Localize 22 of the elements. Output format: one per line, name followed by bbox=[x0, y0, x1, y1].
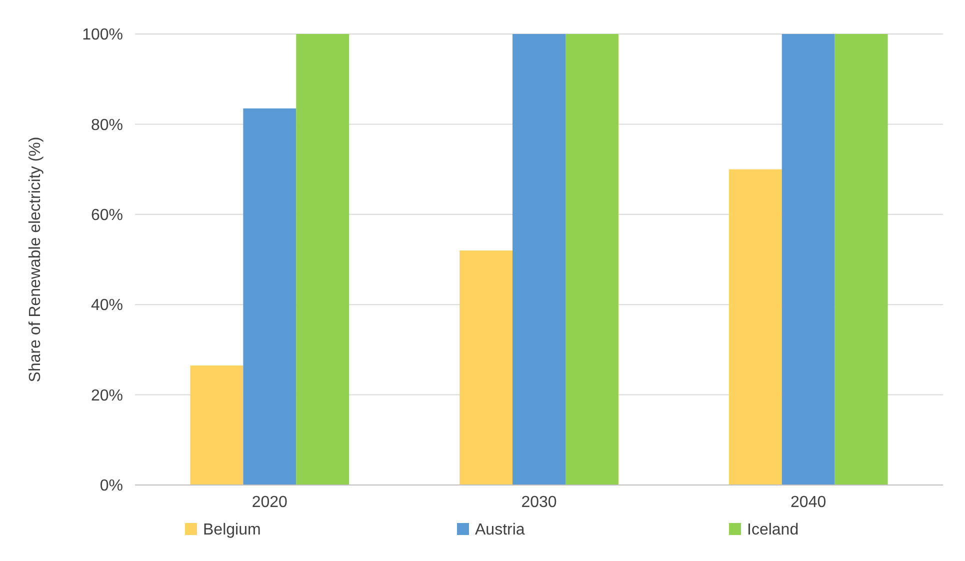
bar bbox=[565, 34, 618, 485]
legend-label: Austria bbox=[475, 522, 525, 539]
y-tick-label: 0% bbox=[100, 478, 123, 495]
y-tick-label: 100% bbox=[82, 26, 123, 44]
y-tick-label: 20% bbox=[90, 387, 123, 404]
y-tick-label: 60% bbox=[90, 207, 123, 224]
y-tick-label: 40% bbox=[90, 297, 123, 314]
y-tick-label: 80% bbox=[90, 116, 123, 134]
bar bbox=[834, 34, 888, 485]
bar bbox=[243, 108, 296, 485]
x-tick-label: 2020 bbox=[252, 494, 288, 511]
bar bbox=[512, 34, 566, 485]
bar bbox=[460, 250, 513, 485]
bar bbox=[782, 34, 835, 485]
x-tick-label: 2030 bbox=[521, 494, 557, 511]
bar bbox=[728, 169, 782, 485]
x-tick-label: 2040 bbox=[790, 494, 826, 511]
y-axis-title: Share of Renewable electricity (%) bbox=[27, 136, 44, 382]
legend-label: Belgium bbox=[203, 522, 261, 539]
bar bbox=[190, 365, 244, 485]
bar bbox=[296, 34, 350, 485]
legend-label: Iceland bbox=[747, 522, 799, 539]
